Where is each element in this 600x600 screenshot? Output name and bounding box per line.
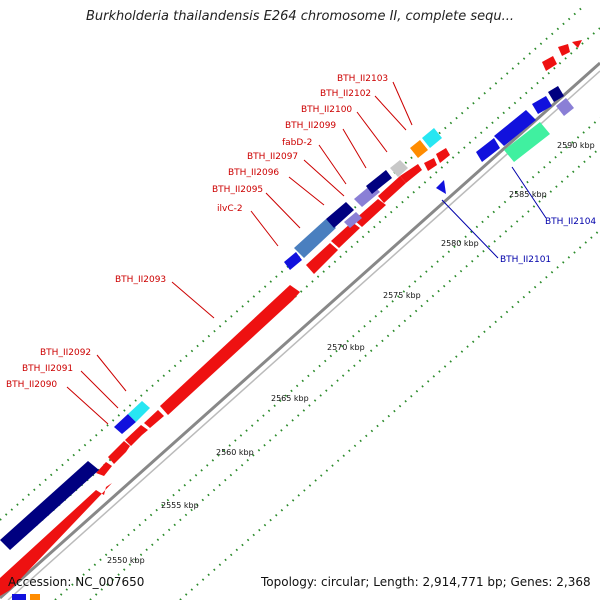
reverse-strand-features <box>436 86 574 194</box>
cds-BTH_II2096[interactable] <box>331 222 360 248</box>
gene-label-BTH_II2096[interactable]: BTH_II2096 <box>228 168 279 178</box>
cds-purple-2097[interactable] <box>344 212 362 228</box>
gene-label-BTH_II2102[interactable]: BTH_II2102 <box>320 89 371 99</box>
cds-reverse-blue-2[interactable] <box>494 110 536 146</box>
gene-label-BTH_II2104[interactable]: BTH_II2104 <box>545 217 596 227</box>
cds-BTH_II2097[interactable] <box>354 199 386 227</box>
kbp-label-2580: 2580 kbp <box>441 239 479 248</box>
gene-label-fabD-2[interactable]: fabD-2 <box>282 138 312 148</box>
cds-forward-right-1[interactable] <box>542 56 557 71</box>
cds-corner-orange[interactable] <box>30 594 40 600</box>
cds-reverse-blue-1[interactable] <box>476 138 500 162</box>
cds-BTH_II2102[interactable] <box>424 158 437 171</box>
cds-navy-2099[interactable] <box>366 170 392 194</box>
cds-steelblue-2095[interactable] <box>294 219 336 258</box>
forward-label-leaders <box>66 81 413 425</box>
cds-cyan-2092[interactable] <box>128 401 150 422</box>
reverse-gene-labels: BTH_II2101 BTH_II2104 <box>500 217 596 265</box>
cds-navy-long[interactable] <box>0 461 99 550</box>
kbp-label-2555: 2555 kbp <box>161 501 199 510</box>
cds-forward-long-left[interactable] <box>0 483 112 596</box>
gene-label-BTH_II2093[interactable]: BTH_II2093 <box>115 275 166 285</box>
cds-ilvC-2[interactable] <box>306 243 338 274</box>
kbp-label-2560: 2560 kbp <box>216 448 254 457</box>
kbp-label-2570: 2570 kbp <box>327 343 365 352</box>
gene-label-BTH_II2092[interactable]: BTH_II2092 <box>40 348 91 358</box>
gene-label-BTH_II2101[interactable]: BTH_II2101 <box>500 255 551 265</box>
gene-label-BTH_II2099[interactable]: BTH_II2099 <box>285 121 336 131</box>
cds-navy-2096[interactable] <box>326 202 354 228</box>
forward-strand-features <box>0 40 582 596</box>
cds-mint-2104[interactable] <box>504 122 550 162</box>
cds-BTH_II2100[interactable] <box>400 164 422 183</box>
sequence-backbone <box>0 61 600 600</box>
cds-reverse-2101[interactable] <box>436 180 446 194</box>
accession-label: Accession: NC_007650 <box>8 575 145 589</box>
kbp-label-2575: 2575 kbp <box>383 291 421 300</box>
cds-BTH_II2103[interactable] <box>436 148 450 163</box>
kbp-label-2565: 2565 kbp <box>271 394 309 403</box>
cds-reverse-blue-3[interactable] <box>532 96 552 114</box>
kbp-guide-lines <box>0 4 600 600</box>
cds-corner-blue[interactable] <box>12 594 26 600</box>
cds-forward-right-2[interactable] <box>558 44 570 56</box>
corner-features <box>12 594 40 600</box>
gene-label-BTH_II2091[interactable]: BTH_II2091 <box>22 364 73 374</box>
gene-label-BTH_II2095[interactable]: BTH_II2095 <box>212 185 263 195</box>
cds-BTH_II2090[interactable] <box>108 441 130 464</box>
cds-orange-2102[interactable] <box>410 140 428 158</box>
cds-BTH_II2092[interactable] <box>144 410 164 428</box>
gene-label-BTH_II2097[interactable]: BTH_II2097 <box>247 152 298 162</box>
genome-summary: Topology: circular; Length: 2,914,771 bp… <box>261 575 591 589</box>
cds-forward-2089[interactable] <box>96 462 112 476</box>
gene-label-ilvC-2[interactable]: ilvC-2 <box>217 204 243 214</box>
kbp-tick-labels: 2550 kbp 2555 kbp 2560 kbp 2565 kbp 2570… <box>107 141 595 565</box>
gene-label-BTH_II2090[interactable]: BTH_II2090 <box>6 380 57 390</box>
cds-gray-2100[interactable] <box>390 160 408 177</box>
cds-forward-right-3[interactable] <box>572 40 582 48</box>
kbp-label-2550: 2550 kbp <box>107 556 145 565</box>
map-title: Burkholderia thailandensis E264 chromoso… <box>85 9 515 24</box>
cds-blue-ilvC[interactable] <box>284 252 302 270</box>
gene-label-BTH_II2103[interactable]: BTH_II2103 <box>337 74 388 84</box>
guide-line-inner-3 <box>179 229 600 600</box>
forward-gene-labels: BTH_II2090 BTH_II2091 BTH_II2092 BTH_II2… <box>6 74 388 390</box>
reverse-label-leaders <box>441 166 547 259</box>
kbp-label-2590: 2590 kbp <box>557 141 595 150</box>
cds-BTH_II2099[interactable] <box>378 176 406 203</box>
cds-reverse-navy[interactable] <box>548 86 564 102</box>
kbp-label-2585: 2585 kbp <box>509 190 547 199</box>
guide-line-inner-2 <box>89 147 600 600</box>
cds-blue-2092[interactable] <box>114 414 136 434</box>
cds-BTH_II2093[interactable] <box>160 285 300 415</box>
guide-line-inner-1 <box>54 117 600 600</box>
gene-label-BTH_II2100[interactable]: BTH_II2100 <box>301 105 352 115</box>
highlighted-features <box>0 128 442 550</box>
cds-reverse-purple[interactable] <box>556 98 574 116</box>
cds-BTH_II2091[interactable] <box>125 425 148 446</box>
cds-cyan-2103[interactable] <box>422 128 442 148</box>
